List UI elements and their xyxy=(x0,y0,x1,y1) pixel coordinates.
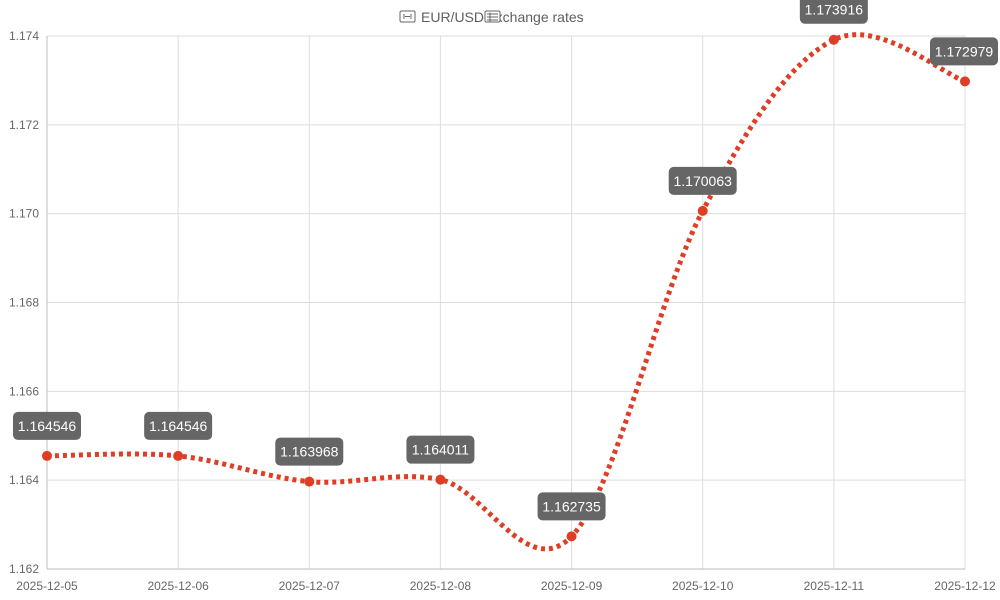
data-label-box xyxy=(406,435,475,464)
y-tick-label: 1.166 xyxy=(9,384,39,398)
chart-title-group: EUR/USD exchange rates xyxy=(399,9,584,25)
y-tick-label: 1.170 xyxy=(9,207,39,221)
y-axis-ticks: 1.162 1.164 1.166 1.168 1.170 1.172 1.174 xyxy=(9,29,39,576)
data-labels: 1.164546 1.164546 1.163968 1.164011 1.162735… xyxy=(13,0,998,521)
data-point xyxy=(304,476,315,487)
us-flag-icon xyxy=(484,10,501,23)
data-label: 1.164546 xyxy=(18,418,77,434)
axes xyxy=(46,36,965,570)
data-label-box xyxy=(144,411,213,440)
eu-flag-icon xyxy=(399,10,416,23)
x-axis-ticks: 2025-12-05 2025-12-06 2025-12-07 2025-12-08… xyxy=(16,579,996,593)
data-label: 1.172979 xyxy=(935,43,994,59)
y-tick-label: 1.162 xyxy=(9,562,39,576)
data-point xyxy=(960,76,970,87)
x-tick-label: 2025-12-09 xyxy=(541,579,603,593)
series-line-group xyxy=(46,32,966,552)
data-points xyxy=(42,34,970,542)
data-label-box xyxy=(537,492,606,521)
data-label-box xyxy=(799,0,868,24)
y-tick-label: 1.168 xyxy=(9,296,39,310)
data-label: 1.164546 xyxy=(149,418,208,434)
x-tick-label: 2025-12-08 xyxy=(410,579,472,593)
data-point xyxy=(435,474,446,485)
data-label: 1.162735 xyxy=(542,498,601,514)
data-label: 1.163968 xyxy=(280,444,339,460)
series-line xyxy=(46,32,966,552)
data-label-box xyxy=(930,37,998,66)
data-point xyxy=(42,450,52,461)
y-tick-label: 1.164 xyxy=(9,473,39,487)
x-tick-label: 2025-12-10 xyxy=(672,579,734,593)
data-label-box xyxy=(668,166,737,195)
data-point xyxy=(697,205,708,216)
y-tick-label: 1.174 xyxy=(9,29,39,43)
data-point xyxy=(173,450,184,461)
grid xyxy=(47,35,966,569)
chart-title: EUR/USD exchange rates xyxy=(421,9,584,25)
x-tick-label: 2025-12-11 xyxy=(804,579,865,593)
y-tick-label: 1.172 xyxy=(9,118,39,132)
x-tick-label: 2025-12-12 xyxy=(934,579,996,593)
data-point xyxy=(566,531,577,542)
data-label: 1.170063 xyxy=(674,173,733,189)
data-label: 1.173916 xyxy=(805,2,864,18)
x-tick-label: 2025-12-06 xyxy=(147,579,209,593)
x-tick-label: 2025-12-05 xyxy=(16,579,78,593)
data-label-box xyxy=(13,411,81,440)
data-label: 1.164011 xyxy=(412,442,470,458)
data-label-box xyxy=(275,437,344,466)
data-point xyxy=(828,34,839,45)
x-tick-label: 2025-12-07 xyxy=(279,579,341,593)
